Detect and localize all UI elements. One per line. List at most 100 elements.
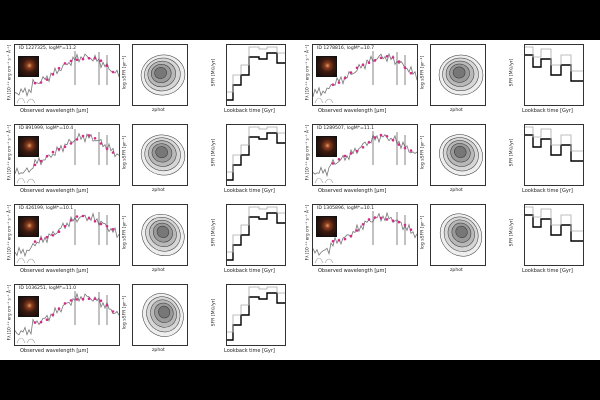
- sfh-x-axis-label: Lookback time [Gyr]: [522, 188, 573, 194]
- sed-photometry-point: [379, 216, 383, 220]
- sfh-x-axis-label: Lookback time [Gyr]: [224, 108, 275, 114]
- sed-photometry-point: [51, 234, 55, 237]
- sed-photometry-point: [355, 229, 359, 232]
- sfh-upper-bound-line: [227, 46, 285, 93]
- sed-photometry-point: [379, 56, 383, 60]
- sed-plot-area: ID 426199, logM*=10.1: [14, 204, 120, 266]
- sed-model-line: [15, 53, 119, 98]
- sed-filter-curves: [16, 97, 36, 104]
- sed-photometry-point: [397, 60, 401, 63]
- sfh-svg: [227, 46, 285, 101]
- contour-svg: [438, 54, 484, 96]
- sed-photometry-point: [33, 81, 37, 85]
- contour-plot-area: [430, 44, 486, 106]
- sed-photometry-point: [385, 135, 389, 138]
- sed-photometry-point: [385, 218, 389, 221]
- sed-plot-area: ID 1036251, logM*=11.0: [14, 284, 120, 346]
- sed-photometry-point: [69, 219, 73, 222]
- sed-panel: ID 1227325, logM*=11.2 Fλ [10⁻¹⁹ erg cm⁻²…: [0, 40, 120, 120]
- sed-x-axis-label: Observed wavelength [μm]: [318, 108, 387, 114]
- contour-panel: log sSFR [yr⁻¹] zphot: [122, 40, 192, 120]
- contour-panel: log sSFR [yr⁻¹] zphot: [122, 280, 192, 360]
- sed-y-axis-label: Fλ [10⁻¹⁹ erg cm⁻² s⁻¹ Å⁻¹]: [6, 284, 12, 341]
- sed-y-axis-label: Fλ [10⁻¹⁹ erg cm⁻² s⁻¹ Å⁻¹]: [6, 204, 12, 261]
- figure-panel-grid: ID 1227325, logM*=11.2 Fλ [10⁻¹⁹ erg cm⁻²…: [0, 40, 600, 360]
- sed-photometry-point: [33, 163, 37, 167]
- sed-photometry-point: [343, 237, 347, 241]
- sed-x-axis-label: Observed wavelength [μm]: [20, 268, 89, 274]
- sed-photometry-point: [367, 141, 371, 144]
- sfh-plot-area: [524, 204, 584, 266]
- sed-x-axis-label: Observed wavelength [μm]: [318, 188, 387, 194]
- sed-photometry-point: [403, 146, 407, 150]
- contour-panel: log sSFR [yr⁻¹] zphot: [420, 120, 490, 200]
- sed-photometry-point: [367, 61, 371, 64]
- sed-photometry-point: [75, 215, 79, 218]
- sed-panel: ID 1289507, logM*=11.1 Fλ [10⁻¹⁹ erg cm⁻²…: [298, 120, 418, 200]
- galaxy-cutout-image: [316, 216, 337, 237]
- sed-photometry-point: [343, 154, 347, 158]
- sed-photometry-point: [63, 145, 67, 148]
- contour-svg: [439, 134, 483, 176]
- sed-photometry-point: [111, 310, 115, 313]
- contour-panel: log sSFR [yr⁻¹] zphot: [122, 120, 192, 200]
- sed-photometry-point: [331, 83, 335, 87]
- sed-photometry-point: [57, 66, 61, 70]
- sed-photometry-point: [361, 223, 365, 226]
- sfh-svg: [227, 126, 285, 181]
- sed-photometry-point: [81, 214, 85, 218]
- galaxy-row: ID 426199, logM*=10.1 Fλ [10⁻¹⁹ erg cm⁻² …: [0, 200, 600, 280]
- sed-y-axis-label: Fλ [10⁻¹⁹ erg cm⁻² s⁻¹ Å⁻¹]: [6, 124, 12, 181]
- sfh-upper-bound-line: [525, 126, 583, 152]
- sed-spectrum-svg: [15, 49, 119, 104]
- sfh-upper-bound-line: [227, 206, 285, 253]
- galaxy-cutout-image: [18, 56, 39, 77]
- sed-photometry-point: [63, 302, 67, 305]
- sed-photometry-point: [75, 138, 79, 141]
- sed-photometry-point: [331, 239, 335, 243]
- sfh-y-axis-label: SFR [M⊙/yr]: [211, 138, 217, 167]
- sed-photometry-point: [349, 71, 353, 74]
- sed-photometry-point: [99, 299, 103, 302]
- sfh-median-line: [525, 134, 583, 162]
- sed-photometry-point: [409, 149, 413, 152]
- contour-level: [454, 146, 467, 158]
- sed-photometry-point: [39, 81, 43, 84]
- sed-plot-area: ID 891999, logM*=10.4: [14, 124, 120, 186]
- sed-photometry-point: [81, 297, 85, 301]
- contour-x-axis-label: zphot: [152, 188, 165, 193]
- sed-x-axis-label: Observed wavelength [μm]: [318, 268, 387, 274]
- sed-photometry-point: [57, 230, 61, 233]
- sed-x-axis-label: Observed wavelength [μm]: [20, 108, 89, 114]
- sed-photometry-point: [349, 152, 353, 155]
- sed-filter-curves: [314, 97, 334, 104]
- sed-photometry-point: [337, 81, 341, 84]
- sfh-median-line: [525, 54, 583, 82]
- sed-photometry-point: [111, 70, 115, 74]
- sed-photometry-point: [397, 143, 401, 146]
- sfh-panel: SFR [M⊙/yr] Lookback time [Gyr]: [211, 120, 288, 200]
- sed-photometry-point: [361, 146, 365, 149]
- sfh-upper-bound-line: [227, 286, 285, 333]
- sed-spectrum-svg: [15, 209, 119, 264]
- sed-photometry-point: [45, 78, 49, 81]
- contour-y-axis-label: log sSFR [yr⁻¹]: [122, 295, 128, 330]
- sed-photometry-point: [111, 151, 115, 154]
- sfh-y-axis-label: SFR [M⊙/yr]: [509, 58, 515, 87]
- sed-photometry-point: [373, 136, 377, 139]
- sfh-median-line: [227, 292, 285, 341]
- sfh-plot-area: [524, 44, 584, 106]
- sed-photometry-point: [45, 235, 49, 239]
- sed-photometry-point: [373, 216, 377, 219]
- contour-svg: [140, 54, 186, 96]
- sfh-panel: SFR [M⊙/yr] Lookback time [Gyr]: [509, 200, 586, 280]
- contour-level: [156, 225, 170, 238]
- sfh-panel: SFR [M⊙/yr] Lookback time [Gyr]: [211, 40, 288, 120]
- sed-photometry-point: [391, 138, 395, 142]
- sfh-x-axis-label: Lookback time [Gyr]: [522, 108, 573, 114]
- galaxy-id-label: ID 1227325, logM*=11.2: [18, 46, 78, 51]
- contour-x-axis-label: zphot: [152, 348, 165, 353]
- sed-plot-area: ID 1305896, logM*=10.1: [312, 204, 418, 266]
- sfh-x-axis-label: Lookback time [Gyr]: [224, 268, 275, 274]
- sed-photometry-point: [99, 222, 103, 226]
